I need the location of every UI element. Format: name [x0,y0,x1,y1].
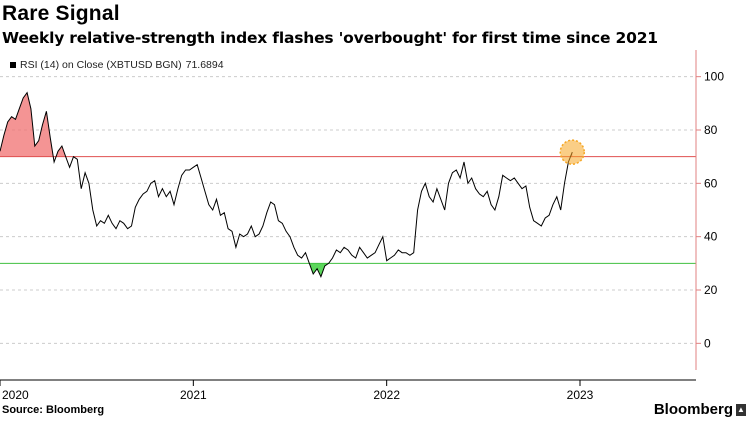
rsi-series [0,91,573,278]
y-tick-label: 60 [704,176,718,190]
brand-logo: Bloomberg ▲ [654,401,746,418]
overbought-fill [0,92,573,157]
brand-name: Bloomberg [653,401,733,418]
grid-lines [0,76,696,344]
chart-badge-icon: ▲ [736,403,746,416]
legend-swatch [10,62,16,68]
y-tick-label: 0 [704,336,711,350]
highlight-marker [559,139,586,165]
chart-title: Rare Signal [2,2,120,25]
highlight-circle [559,139,586,165]
y-axis: 0 20 40 60 80 100 [695,50,724,370]
x-tick-label: 2022 [373,388,400,402]
x-axis: 2020 2021 2022 2023 [0,379,696,402]
x-tick-label: 2020 [2,388,29,402]
y-tick-label: 20 [704,283,718,297]
y-tick-label: 40 [704,230,718,244]
source-note: Source: Bloomberg [2,404,105,416]
legend: RSI (14) on Close (XBTUSD BGN) 71.6894 [6,59,228,71]
legend-label: RSI (14) on Close (XBTUSD BGN) [20,59,182,71]
oversold-fill [309,263,329,277]
threshold-fills [0,92,573,277]
y-tick-label: 80 [704,123,718,137]
legend-value: 71.6894 [185,59,224,71]
y-tick-label: 100 [704,70,724,84]
x-tick-label: 2023 [567,388,594,402]
threshold-lines [0,156,696,264]
chart-subtitle: Weekly relative-strength index flashes '… [2,29,658,47]
x-tick-label: 2021 [180,388,207,402]
rsi-line [0,91,573,278]
